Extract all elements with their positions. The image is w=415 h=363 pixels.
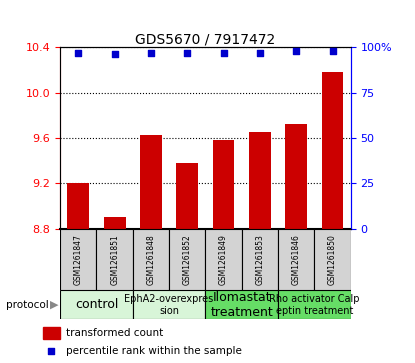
Text: EphA2-overexpres
sion: EphA2-overexpres sion xyxy=(124,294,214,316)
Bar xyxy=(315,229,351,290)
Text: percentile rank within the sample: percentile rank within the sample xyxy=(66,346,242,356)
Text: GSM1261852: GSM1261852 xyxy=(183,234,192,285)
Point xyxy=(184,50,190,56)
Bar xyxy=(133,229,169,290)
Title: GDS5670 / 7917472: GDS5670 / 7917472 xyxy=(135,32,276,46)
Bar xyxy=(322,72,343,229)
Bar xyxy=(205,290,278,319)
Point xyxy=(48,348,54,354)
Bar xyxy=(140,135,162,229)
Point xyxy=(256,50,263,56)
Bar xyxy=(96,229,133,290)
Bar xyxy=(169,229,205,290)
Bar xyxy=(133,290,205,319)
Point xyxy=(329,48,336,54)
Text: GSM1261848: GSM1261848 xyxy=(146,234,156,285)
Bar xyxy=(205,229,242,290)
Point xyxy=(148,50,154,56)
Bar xyxy=(278,229,315,290)
Text: Rho activator Calp
eptin treatment: Rho activator Calp eptin treatment xyxy=(269,294,360,316)
Bar xyxy=(42,327,60,339)
Bar xyxy=(176,163,198,229)
Text: Ilomastat
treatment: Ilomastat treatment xyxy=(210,291,273,319)
Text: protocol: protocol xyxy=(6,300,49,310)
Point xyxy=(75,50,82,56)
Point xyxy=(293,48,300,54)
Bar xyxy=(249,132,271,229)
Point xyxy=(111,52,118,57)
Bar xyxy=(60,290,133,319)
Point xyxy=(220,50,227,56)
Bar xyxy=(278,290,351,319)
Bar xyxy=(104,217,125,229)
Text: GSM1261853: GSM1261853 xyxy=(255,234,264,285)
Text: transformed count: transformed count xyxy=(66,328,163,338)
Text: GSM1261847: GSM1261847 xyxy=(74,234,83,285)
Bar xyxy=(60,229,96,290)
Text: GSM1261850: GSM1261850 xyxy=(328,234,337,285)
Text: GSM1261851: GSM1261851 xyxy=(110,234,119,285)
Bar xyxy=(67,183,89,229)
Text: GSM1261846: GSM1261846 xyxy=(292,234,301,285)
Bar xyxy=(213,140,234,229)
Text: GSM1261849: GSM1261849 xyxy=(219,234,228,285)
Bar xyxy=(285,125,307,229)
Bar xyxy=(242,229,278,290)
Text: ▶: ▶ xyxy=(50,300,58,310)
Text: control: control xyxy=(75,298,118,311)
